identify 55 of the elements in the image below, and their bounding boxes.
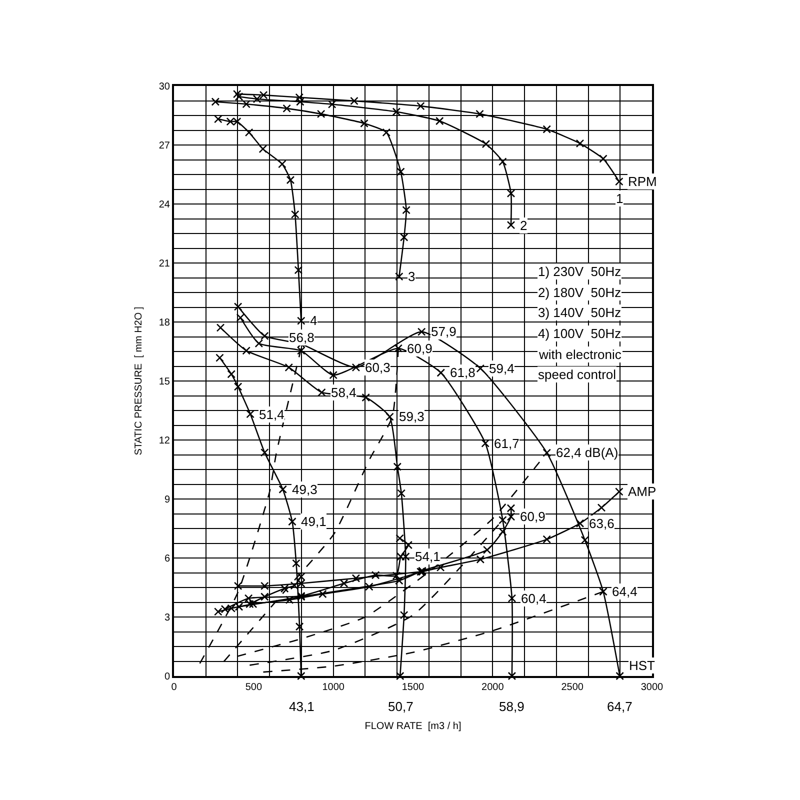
annotation: 51,4 (259, 407, 284, 422)
annotation: 1) 230V 50Hz (538, 264, 622, 279)
annotation: 4 (310, 313, 318, 328)
annotation: 61,7 (494, 436, 520, 451)
annotation: 2) 180V 50Hz (538, 285, 622, 300)
annotation: 62,4 dB(A) (556, 445, 618, 460)
annotation: 64,4 (612, 584, 638, 599)
annotation: 58,4 (331, 385, 356, 400)
annotation: 61,8 (450, 365, 476, 380)
y-tick-label: 24 (158, 200, 170, 210)
annotation: 3) 140V 50Hz (538, 305, 622, 320)
annotation: 50,7 (388, 699, 414, 714)
annotation: 60,9 (520, 509, 546, 524)
y-tick-label: 6 (164, 554, 170, 564)
y-tick-label: 9 (164, 494, 170, 506)
annotation: 58,9 (499, 699, 524, 714)
y-tick-label: 30 (158, 82, 170, 92)
x-tick-label: 2000 (482, 682, 504, 693)
annotation: 3 (408, 269, 416, 284)
annotation: 57,9 (431, 324, 456, 339)
annotation: 49,3 (292, 482, 318, 497)
annotation: 59,4 (489, 361, 514, 376)
x-tick-label: 1500 (402, 682, 425, 693)
y-tick-label: 21 (158, 258, 170, 270)
y-tick-label: 18 (158, 318, 170, 328)
x-tick-label: 3000 (640, 682, 664, 693)
annotation: 60,4 (521, 591, 546, 606)
annotation: with electronic (538, 347, 622, 362)
annotation: AMP (628, 484, 656, 499)
annotation: 63,6 (589, 516, 614, 531)
annotation: speed control (538, 367, 616, 382)
annotation: HST (629, 658, 656, 673)
annotation: 1 (616, 191, 624, 206)
annotation: 2 (520, 218, 528, 233)
x-tick-label: 2500 (561, 682, 584, 693)
annotation: 64,7 (607, 699, 632, 714)
x-tick-label: 1000 (322, 682, 345, 693)
x-tick-label: 0 (171, 682, 178, 693)
annotation: RPM (628, 174, 657, 189)
annotation: 60,3 (365, 360, 390, 375)
annotation: 43,1 (289, 699, 314, 714)
annotation: 4) 100V 50Hz (538, 326, 622, 341)
annotation: 60,9 (407, 341, 432, 356)
annotation: 59,3 (399, 409, 424, 424)
y-tick-label: 0 (164, 672, 170, 682)
y-tick-label: 27 (158, 140, 170, 152)
annotation: 54,1 (415, 549, 440, 564)
x-tick-label: 500 (245, 682, 262, 693)
annotation: 56,8 (289, 330, 314, 345)
x-axis-title: FLOW RATE [m3 / h] (364, 721, 462, 732)
annotation: 49,1 (301, 514, 326, 529)
y-tick-label: 15 (158, 376, 170, 388)
y-tick-label: 3 (164, 612, 170, 624)
y-tick-label: 12 (158, 436, 170, 446)
y-axis-title: STATIC PRESSURE [ mm H2O ] (133, 306, 144, 456)
